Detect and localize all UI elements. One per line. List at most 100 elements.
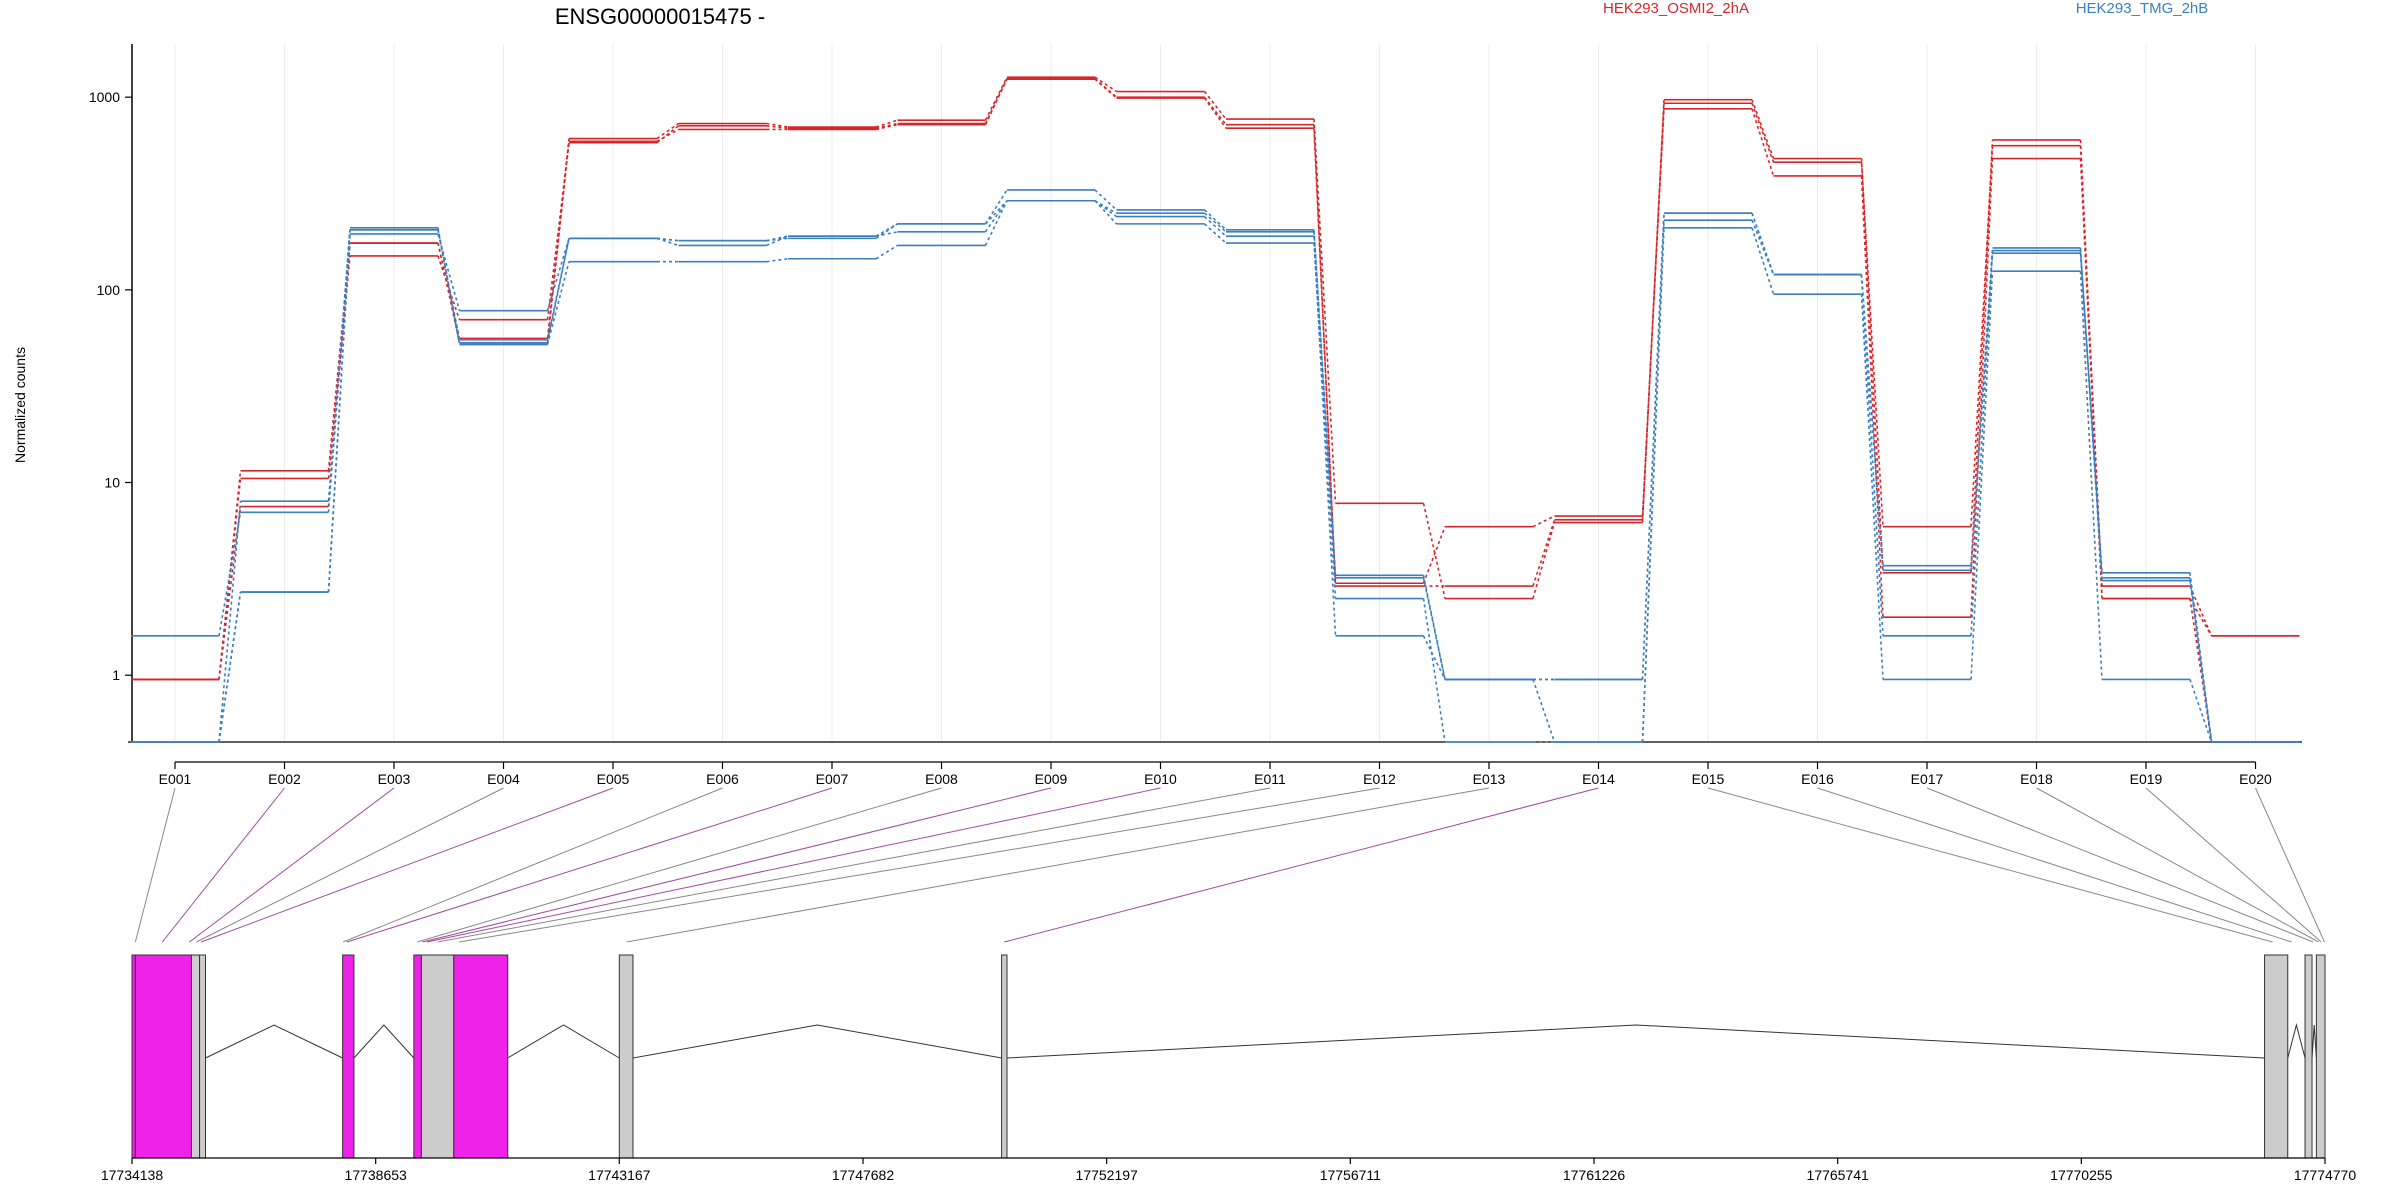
series-2-link-E017: [1970, 158, 1994, 618]
series-3-link-E004: [546, 238, 570, 341]
series-5-link-E017: [1970, 271, 1994, 680]
y-tick-label-100: 100: [97, 282, 121, 298]
series-6-link-E006: [766, 237, 789, 242]
coord-tick-label-17761226: 17761226: [1563, 1167, 1626, 1183]
series-5-link-E018: [2079, 271, 2103, 680]
series-1-link-E010: [1203, 96, 1227, 126]
series-1-link-E006: [766, 125, 789, 130]
coord-tick-label-17756711: 17756711: [1320, 1167, 1381, 1183]
series-2-link-E005: [656, 128, 679, 143]
series-6-link-E008: [984, 200, 1008, 225]
exon-E005: [342, 954, 355, 1159]
x-tick-label-E012: E012: [1363, 771, 1396, 787]
series-2-link-E014: [1641, 108, 1665, 517]
x-tick-label-E010: E010: [1144, 771, 1177, 787]
series-2-link-E012: [1422, 526, 1446, 584]
coord-tick-label-17765741: 17765741: [1807, 1167, 1870, 1183]
series-0-link-E012: [1422, 503, 1446, 599]
series-4-link-E010: [1203, 216, 1227, 237]
series-6-link-E019: [2189, 572, 2213, 743]
exon-E007: [420, 954, 455, 1159]
series-5-link-E008: [984, 200, 1008, 246]
intron-5: [2287, 1023, 2306, 1059]
series-2-link-E008: [984, 78, 1008, 126]
series-2-link-E015: [1751, 108, 1775, 177]
connector-E015: [1707, 787, 2273, 943]
series-5-link-E001: [218, 591, 242, 743]
x-tick-label-E005: E005: [597, 771, 630, 787]
x-tick-label-E011: E011: [1254, 771, 1286, 787]
series-0-link-E008: [984, 76, 1008, 121]
series-0-link-E011: [1313, 119, 1337, 504]
series-6-link-E016: [1860, 274, 1884, 636]
series-3-link-E009: [1094, 189, 1118, 211]
connector-E017: [1926, 787, 2314, 943]
series-5-link-E012: [1422, 598, 1446, 743]
series-2-link-E004: [546, 141, 570, 344]
series-0-link-E005: [656, 122, 679, 140]
connector-E020: [2255, 787, 2325, 943]
connector-E008: [416, 787, 942, 943]
exon-E008: [453, 954, 509, 1159]
x-tick-label-E013: E013: [1473, 771, 1506, 787]
exon-E010: [1001, 954, 1008, 1159]
series-3-link-E002: [327, 229, 351, 513]
series-6-link-E001: [218, 501, 242, 743]
series-3-link-E007: [875, 223, 898, 237]
series-5-link-E002: [327, 227, 351, 593]
series-lines: [131, 76, 2300, 743]
exon-E013: [2315, 954, 2326, 1159]
x-tick-label-E008: E008: [925, 771, 958, 787]
intron-4: [1006, 1024, 2265, 1059]
series-5-link-E015: [1751, 227, 1775, 295]
series-4-link-E009: [1094, 200, 1117, 218]
series-1-link-E019: [2189, 585, 2213, 637]
series-5-link-E016: [1860, 294, 1884, 680]
series-5-link-E010: [1203, 223, 1227, 244]
series-2-link-E019: [2189, 598, 2213, 743]
connector-E014: [1004, 787, 1599, 943]
series-2-link-E007: [875, 123, 898, 131]
connector-E009: [422, 787, 1052, 943]
x-tick-label-E020: E020: [2239, 771, 2272, 787]
connector-E001: [134, 787, 176, 943]
connector-E016: [1817, 787, 2292, 943]
exon-E011: [2264, 954, 2289, 1159]
connector-E003: [189, 787, 395, 943]
series-5-link-E007: [875, 244, 898, 260]
y-tick-label-10: 10: [104, 475, 120, 491]
y-tick-label-1: 1: [112, 667, 120, 683]
series-2-link-E003: [437, 242, 461, 344]
series-6-link-E003: [437, 229, 461, 344]
series-4-link-E018: [2079, 253, 2103, 581]
connector-E012: [459, 787, 1380, 943]
connector-E005: [201, 787, 614, 943]
series-4-link-E013: [1532, 679, 1556, 743]
series-1-link-E002: [327, 255, 351, 479]
x-tick-label-E016: E016: [1801, 771, 1834, 787]
series-5-link-E011: [1313, 242, 1337, 599]
series-6-link-E007: [875, 223, 898, 240]
connector-E011: [437, 787, 1271, 943]
vertical-grid: [174, 44, 2256, 742]
series-4-link-E005: [656, 237, 679, 247]
x-tick-label-E007: E007: [816, 771, 849, 787]
series-4-link-E008: [984, 200, 1008, 233]
series-4-link-E017: [1970, 253, 1994, 566]
series-1: [131, 77, 2300, 681]
exon-E006: [413, 954, 422, 1159]
series-5-link-E014: [1641, 227, 1665, 743]
x-tick-label-E017: E017: [1911, 771, 1944, 787]
series-0-link-E010: [1203, 91, 1227, 120]
series-0-link-E013: [1532, 522, 1556, 599]
chart-title: ENSG00000015475 -: [555, 4, 765, 29]
exon-E003: [190, 954, 201, 1159]
x-tick-label-E018: E018: [2020, 771, 2053, 787]
coord-tick-label-17738653: 17738653: [345, 1167, 408, 1183]
series-6-link-E010: [1203, 212, 1227, 233]
series-2-link-E010: [1203, 97, 1227, 129]
exon-E004: [199, 954, 207, 1159]
series-0-link-E017: [1970, 139, 1994, 573]
series-0: [131, 76, 2300, 681]
